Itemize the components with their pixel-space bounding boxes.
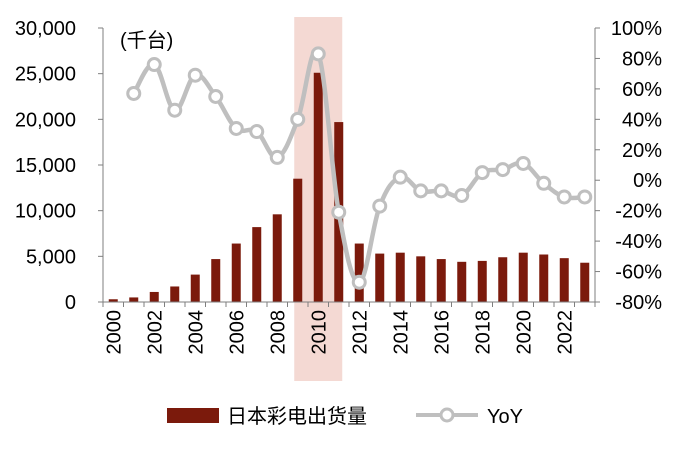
bar-2015 xyxy=(416,256,426,302)
unit-label: (千台) xyxy=(120,29,173,52)
y-right-tick-label: -80% xyxy=(615,292,662,314)
bar-2022 xyxy=(559,258,569,302)
bar-2013 xyxy=(375,253,385,302)
yoy-point-2014 xyxy=(392,169,408,185)
bar-2016 xyxy=(436,259,446,302)
yoy-point-2023 xyxy=(577,189,593,205)
x-tick-label: 2020 xyxy=(513,310,535,355)
bar-2019 xyxy=(498,257,508,302)
yoy-point-2011 xyxy=(331,204,347,220)
bar-2023 xyxy=(580,262,590,302)
y-left-tick-label: 10,000 xyxy=(15,201,76,223)
bar-2005 xyxy=(211,259,221,302)
yoy-point-2012 xyxy=(351,274,367,290)
y-right-tick-label: -40% xyxy=(615,231,662,253)
bar-2012 xyxy=(354,243,364,302)
x-tick-label: 2008 xyxy=(267,310,289,355)
yoy-point-2004 xyxy=(187,67,203,83)
bar-2008 xyxy=(272,214,282,302)
legend: 日本彩电出货量 YoY xyxy=(167,405,523,428)
yoy-point-2016 xyxy=(433,183,449,199)
y-left-tick-label: 25,000 xyxy=(15,64,76,86)
bar-2004 xyxy=(190,274,200,302)
x-tick-label: 2012 xyxy=(349,310,371,355)
yoy-point-2022 xyxy=(556,189,572,205)
yoy-point-2003 xyxy=(167,102,183,118)
yoy-point-2019 xyxy=(495,162,511,178)
x-tick-label: 2010 xyxy=(308,310,330,355)
yoy-point-2013 xyxy=(372,198,388,214)
bar-2000 xyxy=(108,299,118,302)
y-left-tick-label: 30,000 xyxy=(15,18,76,40)
y-right-tick-label: 20% xyxy=(622,140,662,162)
y-right-tick-label: 40% xyxy=(622,109,662,131)
y-left-tick-label: 5,000 xyxy=(26,246,76,268)
bar-2018 xyxy=(477,260,487,302)
x-tick-label: 2018 xyxy=(472,310,494,355)
y-right-tick-label: 100% xyxy=(611,18,662,40)
y-right-tick-label: 60% xyxy=(622,79,662,101)
yoy-point-2018 xyxy=(474,165,490,181)
x-tick-label: 2016 xyxy=(431,310,453,355)
yoy-point-2007 xyxy=(249,124,265,140)
bar-2021 xyxy=(539,254,549,302)
yoy-point-2020 xyxy=(515,155,531,171)
bar-2014 xyxy=(395,252,405,302)
x-tick-label: 2006 xyxy=(226,310,248,355)
x-tick-label: 2022 xyxy=(554,310,576,355)
yoy-point-2009 xyxy=(290,111,306,127)
bar-2017 xyxy=(457,261,467,302)
bar-2006 xyxy=(231,243,241,302)
yoy-point-2008 xyxy=(269,149,285,165)
y-right-tick-label: -60% xyxy=(615,262,662,284)
bar-2002 xyxy=(149,291,159,302)
yoy-point-2010 xyxy=(310,46,326,62)
bar-2009 xyxy=(293,178,303,302)
yoy-point-2001 xyxy=(126,85,142,101)
y-right-tick-label: 80% xyxy=(622,48,662,70)
legend-label-bars: 日本彩电出货量 xyxy=(227,405,367,428)
bar-2007 xyxy=(252,227,262,302)
y-left-tick-label: 0 xyxy=(65,292,76,314)
legend-label-line: YoY xyxy=(487,406,523,428)
yoy-point-2017 xyxy=(454,187,470,203)
yoy-point-2002 xyxy=(146,57,162,73)
yoy-point-2015 xyxy=(413,183,429,199)
bar-2003 xyxy=(170,286,180,302)
y-right-tick-label: -20% xyxy=(615,201,662,223)
x-tick-label: 2004 xyxy=(185,310,207,355)
y-left-tick-label: 20,000 xyxy=(15,109,76,131)
x-tick-label: 2000 xyxy=(103,310,125,355)
y-left-tick-label: 15,000 xyxy=(15,155,76,177)
bar-2020 xyxy=(518,252,528,302)
bar-2010 xyxy=(313,72,323,303)
x-tick-label: 2014 xyxy=(390,310,412,355)
bar-2001 xyxy=(129,297,139,302)
legend-swatch-marker xyxy=(439,407,455,423)
yoy-point-2005 xyxy=(208,89,224,104)
x-tick-label: 2002 xyxy=(144,310,166,355)
legend-swatch-bars xyxy=(167,408,219,423)
y-right-tick-label: 0% xyxy=(633,170,662,192)
yoy-point-2006 xyxy=(228,120,244,136)
yoy-point-2021 xyxy=(536,175,552,191)
